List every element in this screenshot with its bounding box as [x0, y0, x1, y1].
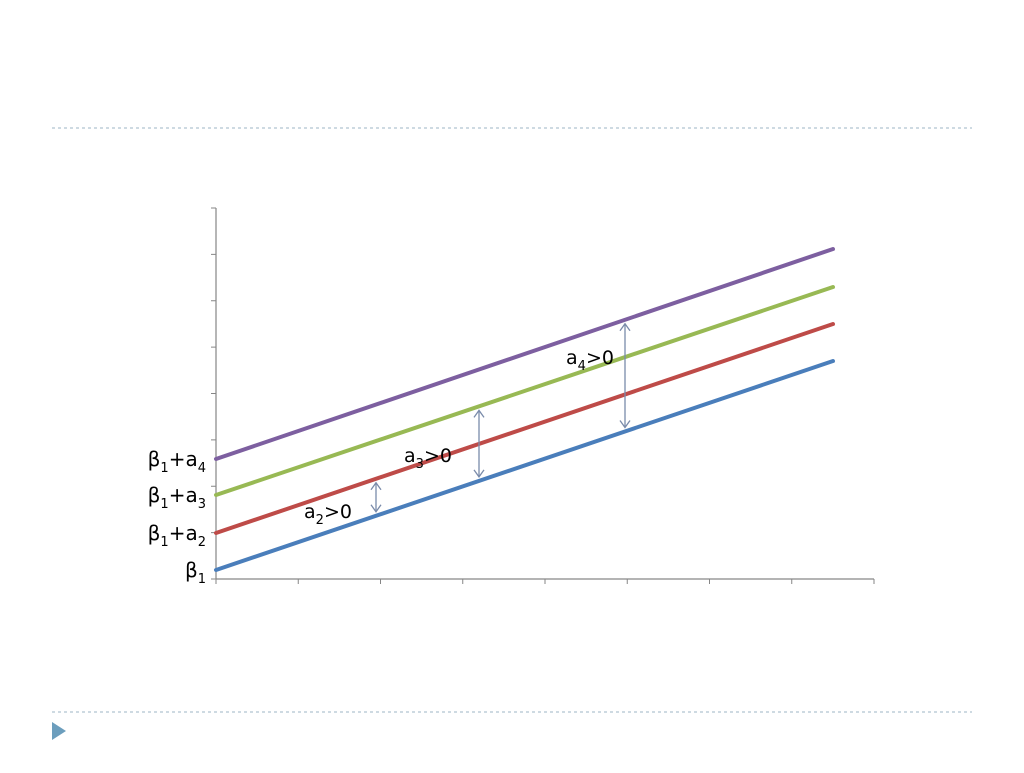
- annotation-term: a: [304, 501, 316, 523]
- bullet-triangle-icon: [52, 722, 66, 740]
- difference-arrow-4: [619, 322, 631, 429]
- intercept-term: a: [185, 447, 197, 471]
- annotation-label-4: a4>0: [566, 347, 614, 374]
- intercept-plus: +: [169, 483, 186, 507]
- difference-arrow-2: [370, 481, 382, 513]
- intercept-term-sub: 3: [198, 497, 206, 512]
- difference-arrow-3: [473, 409, 485, 479]
- annotation-sub: 3: [416, 457, 424, 472]
- intercept-base: β: [148, 483, 161, 507]
- series-line-2: [214, 322, 835, 535]
- intercept-base: β: [148, 521, 161, 545]
- intercept-term-sub: 4: [198, 461, 206, 476]
- annotation-rest: >0: [424, 445, 452, 467]
- intercept-base: β: [148, 447, 161, 471]
- intercept-label-4: β1+a4: [148, 447, 206, 476]
- intercept-base: β: [185, 558, 198, 582]
- annotation-rest: >0: [324, 501, 352, 523]
- intercept-label-3: β1+a3: [148, 483, 206, 512]
- annotation-label-3: a3>0: [404, 445, 452, 472]
- intercept-base-sub: 1: [160, 497, 168, 512]
- series-lines: [214, 247, 835, 572]
- annotation-rest: >0: [586, 347, 614, 369]
- annotation-sub: 2: [316, 513, 324, 528]
- intercept-term: a: [185, 521, 197, 545]
- intercept-plus: +: [169, 447, 186, 471]
- intercept-base-sub: 1: [160, 535, 168, 550]
- intercept-base-sub: 1: [198, 572, 206, 587]
- annotation-label-2: a2>0: [304, 501, 352, 528]
- annotation-sub: 4: [578, 359, 586, 374]
- series-line-3: [214, 285, 835, 497]
- annotation-term: a: [404, 445, 416, 467]
- intercept-label-1: β1: [185, 558, 206, 587]
- axes: [211, 207, 875, 584]
- series-line-4: [214, 247, 835, 461]
- intercept-base-sub: 1: [160, 461, 168, 476]
- series-line-1: [214, 359, 835, 572]
- intercept-term-sub: 2: [198, 535, 206, 550]
- annotation-term: a: [566, 347, 578, 369]
- intercept-label-2: β1+a2: [148, 521, 206, 550]
- intercept-term: a: [185, 483, 197, 507]
- difference-arrows: [370, 322, 631, 513]
- intercept-plus: +: [169, 521, 186, 545]
